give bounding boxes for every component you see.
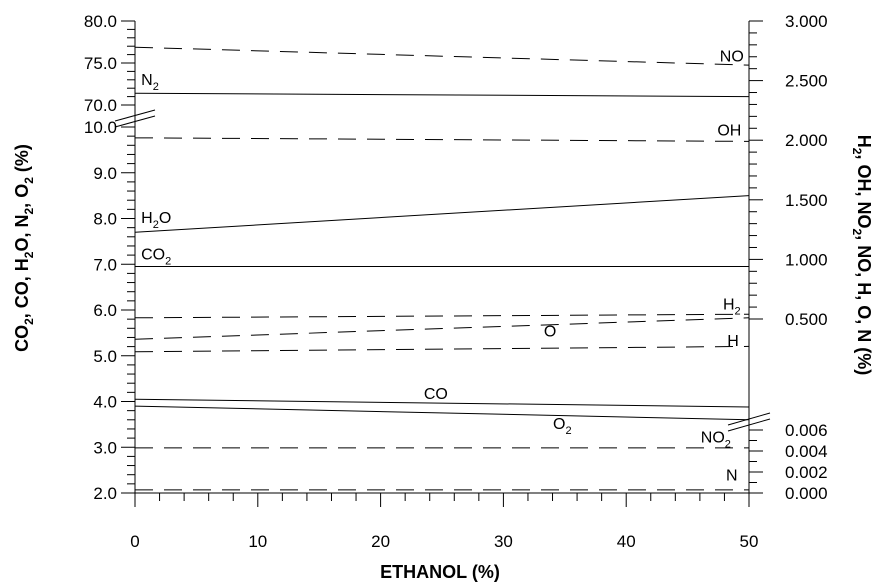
series-label-h: H bbox=[727, 333, 739, 350]
right-axis-break bbox=[727, 412, 771, 426]
series-line-o bbox=[134, 317, 750, 340]
left-axis-break bbox=[114, 115, 156, 128]
label-text: H bbox=[141, 210, 153, 227]
axis-title-text: O, N bbox=[12, 214, 32, 251]
label-subscript: 2 bbox=[725, 439, 731, 451]
label-text: H bbox=[723, 296, 735, 313]
label-text: NO bbox=[701, 430, 725, 447]
right-tick-label: 2.500 bbox=[785, 72, 828, 91]
right-tick-label: 0.004 bbox=[785, 442, 828, 461]
series-label-h2: H2 bbox=[723, 296, 741, 317]
series-line-h bbox=[134, 345, 750, 353]
right-tick-label: 1.000 bbox=[785, 250, 828, 269]
plot-frame bbox=[114, 21, 771, 494]
left-axis-break bbox=[114, 109, 156, 122]
right-axis-ticks: 0.500 1.000 1.500 2.000 2.500 3.000 0.000 0.002… bbox=[749, 12, 828, 503]
right-tick-label: 0.500 bbox=[785, 310, 828, 329]
right-tick-label: 0.000 bbox=[785, 484, 828, 503]
right-tick-label: 0.006 bbox=[785, 421, 828, 440]
left-tick-label: 7.0 bbox=[93, 255, 117, 274]
label-text: NO bbox=[720, 49, 744, 66]
x-tick-label: 10 bbox=[248, 532, 267, 551]
axis-title-text: , OH, NO bbox=[854, 154, 874, 228]
label-text: N bbox=[726, 467, 738, 484]
label-text: O bbox=[159, 210, 171, 227]
left-tick-label: 2.0 bbox=[93, 484, 117, 503]
series-label-no: NO bbox=[720, 49, 744, 66]
label-text: CO bbox=[141, 247, 165, 264]
axis-title-subscript: 2 bbox=[22, 318, 36, 325]
series-line-oh bbox=[134, 137, 750, 142]
label-subscript: 2 bbox=[735, 305, 741, 317]
left-tick-label: 80.0 bbox=[84, 12, 117, 31]
label-text: OH bbox=[717, 122, 741, 139]
axis-title-subscript: 2 bbox=[850, 229, 864, 236]
right-tick-label: 1.500 bbox=[785, 191, 828, 210]
label-subscript: 2 bbox=[153, 81, 159, 93]
series-label-co: CO bbox=[424, 386, 448, 403]
x-tick-label: 50 bbox=[740, 532, 759, 551]
series-label-n: N bbox=[726, 467, 738, 484]
axis-title-text: , NO, H, O, N (%) bbox=[854, 235, 874, 375]
right-axis-break bbox=[727, 418, 771, 432]
left-tick-label: 8.0 bbox=[93, 210, 117, 229]
label-text: H bbox=[727, 333, 739, 350]
series-label-h2o: H2O bbox=[141, 210, 171, 231]
left-axis-ticks: 70.0 75.0 80.0 2.0 3.0 4.0 5.0 6.0 7.0 8.0 9.0 10.0 bbox=[84, 12, 135, 503]
left-axis-title: CO2, CO, H2O, N2, O2 (%) bbox=[12, 144, 36, 352]
x-axis-ticks: 0 10 20 30 40 50 bbox=[130, 493, 758, 551]
series-line-o2 bbox=[134, 405, 750, 421]
left-tick-label: 9.0 bbox=[93, 164, 117, 183]
left-tick-label: 4.0 bbox=[93, 393, 117, 412]
series-label-oh: OH bbox=[717, 122, 741, 139]
axis-title-text: CO bbox=[12, 325, 32, 352]
left-tick-label: 10.0 bbox=[84, 118, 117, 137]
x-tick-label: 0 bbox=[130, 532, 139, 551]
axis-title-text: H bbox=[854, 135, 874, 148]
label-subscript: 2 bbox=[165, 256, 171, 268]
right-tick-label: 3.000 bbox=[785, 12, 828, 31]
label-subscript: 2 bbox=[153, 219, 159, 231]
left-tick-label: 3.0 bbox=[93, 438, 117, 457]
series-line-h2 bbox=[134, 313, 750, 319]
series-label-co2: CO2 bbox=[141, 247, 171, 268]
left-tick-label: 75.0 bbox=[84, 54, 117, 73]
series-line-co bbox=[134, 398, 750, 408]
series-label-o: O bbox=[544, 323, 556, 340]
left-tick-label: 70.0 bbox=[84, 96, 117, 115]
label-text: N bbox=[141, 72, 153, 89]
right-tick-label: 2.000 bbox=[785, 131, 828, 150]
axis-title-subscript: 2 bbox=[22, 207, 36, 214]
label-text: O bbox=[544, 323, 556, 340]
left-tick-label: 5.0 bbox=[93, 347, 117, 366]
right-axis-title: H2, OH, NO2, NO, H, O, N (%) bbox=[850, 135, 874, 375]
series-line-n2 bbox=[134, 92, 750, 98]
series-line-no bbox=[134, 46, 750, 66]
axis-title-subscript: 2 bbox=[850, 148, 864, 155]
x-tick-label: 40 bbox=[617, 532, 636, 551]
label-text: CO bbox=[424, 386, 448, 403]
left-tick-label: 6.0 bbox=[93, 301, 117, 320]
label-text: O bbox=[553, 416, 565, 433]
x-tick-label: 20 bbox=[371, 532, 390, 551]
series-label-no2: NO2 bbox=[701, 430, 731, 451]
axis-title-subscript: 2 bbox=[22, 251, 36, 258]
x-axis-title: ETHANOL (%) bbox=[380, 562, 500, 582]
label-subscript: 2 bbox=[566, 425, 572, 437]
series-lines bbox=[134, 46, 750, 491]
series-line-h2o bbox=[134, 195, 750, 233]
x-tick-label: 30 bbox=[494, 532, 513, 551]
axis-title-text: , O bbox=[12, 184, 32, 208]
axis-title-text: , CO, H bbox=[12, 258, 32, 318]
series-label-o2: O2 bbox=[553, 416, 572, 437]
axis-title-subscript: 2 bbox=[22, 177, 36, 184]
right-tick-label: 0.002 bbox=[785, 463, 828, 482]
series-label-n2: N2 bbox=[141, 72, 159, 93]
axis-title-text: (%) bbox=[12, 144, 32, 177]
